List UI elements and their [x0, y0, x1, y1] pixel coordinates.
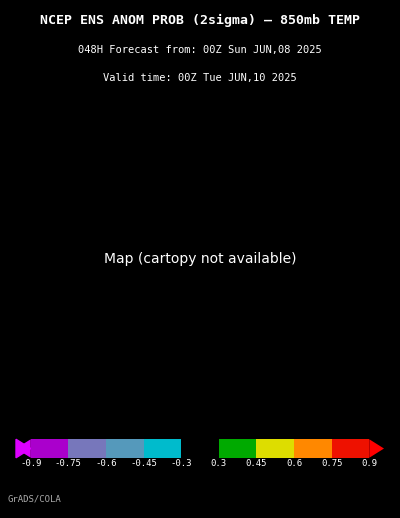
Text: 0.3: 0.3	[211, 459, 227, 468]
Bar	[256, 439, 294, 458]
Text: 0.9: 0.9	[361, 459, 377, 468]
Bar	[106, 439, 144, 458]
Text: -0.45: -0.45	[130, 459, 157, 468]
Polygon shape	[16, 439, 31, 458]
Text: 0.45: 0.45	[246, 459, 267, 468]
Text: Map (cartopy not available): Map (cartopy not available)	[104, 252, 296, 266]
Text: NCEP ENS ANOM PROB (2sigma) – 850mb TEMP: NCEP ENS ANOM PROB (2sigma) – 850mb TEMP	[40, 14, 360, 27]
Bar	[31, 439, 68, 458]
Polygon shape	[369, 439, 384, 458]
Text: 0.6: 0.6	[286, 459, 302, 468]
Bar	[181, 439, 219, 458]
Text: -0.6: -0.6	[95, 459, 117, 468]
Bar	[332, 439, 369, 458]
Text: Valid time: 00Z Tue JUN,10 2025: Valid time: 00Z Tue JUN,10 2025	[103, 73, 297, 83]
Text: GrADS/COLA: GrADS/COLA	[8, 495, 62, 504]
Bar	[68, 439, 106, 458]
Polygon shape	[16, 439, 31, 458]
Bar	[294, 439, 332, 458]
Text: 0.75: 0.75	[321, 459, 342, 468]
Bar	[144, 439, 181, 458]
Text: -0.3: -0.3	[170, 459, 192, 468]
Text: -0.75: -0.75	[55, 459, 82, 468]
Bar	[219, 439, 256, 458]
Text: 048H Forecast from: 00Z Sun JUN,08 2025: 048H Forecast from: 00Z Sun JUN,08 2025	[78, 45, 322, 55]
Text: -0.9: -0.9	[20, 459, 42, 468]
